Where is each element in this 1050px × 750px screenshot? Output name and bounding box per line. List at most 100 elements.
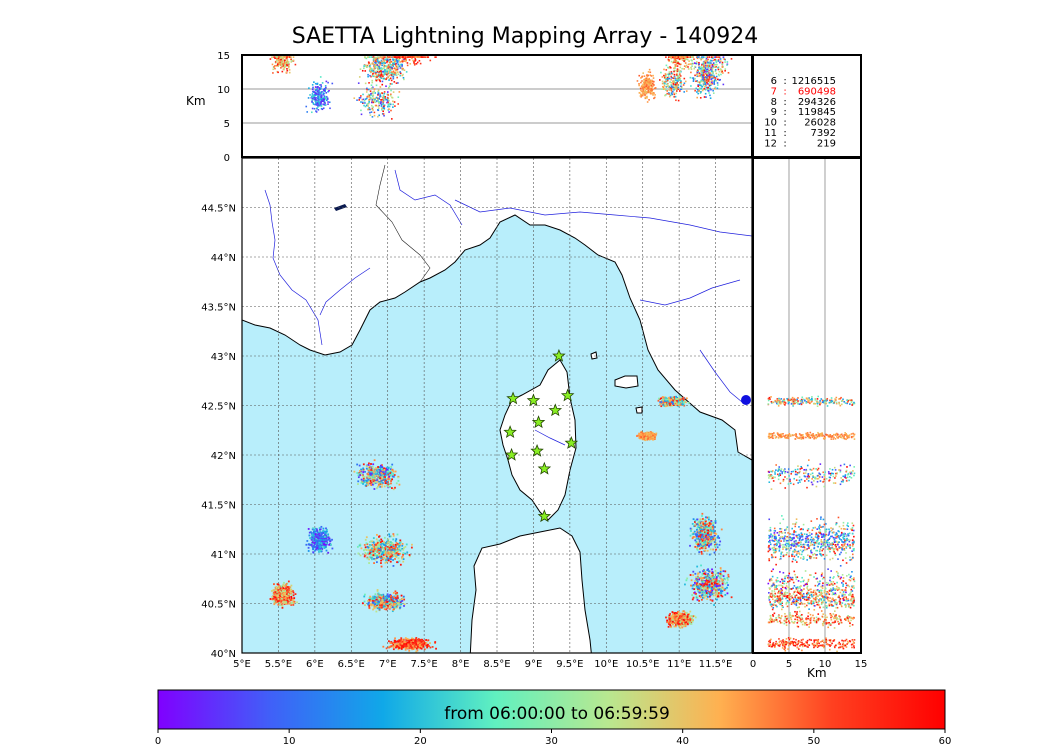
map-source-point bbox=[675, 620, 678, 622]
map-source-point bbox=[700, 594, 703, 597]
map-source-point bbox=[416, 641, 419, 644]
map-source-point bbox=[401, 638, 404, 641]
map-source-point bbox=[383, 485, 386, 488]
map-source-point bbox=[406, 551, 409, 554]
map-source-point bbox=[388, 535, 391, 538]
map-source-point bbox=[687, 613, 689, 616]
map-source-point bbox=[373, 488, 376, 490]
map-source-point bbox=[654, 436, 656, 439]
map-source-point bbox=[695, 533, 697, 536]
map-source-point bbox=[716, 585, 718, 587]
top-source-point bbox=[377, 89, 380, 92]
map-source-point bbox=[388, 645, 391, 648]
map-source-point bbox=[283, 590, 286, 593]
map-source-point bbox=[695, 596, 698, 599]
top-source-point bbox=[366, 64, 369, 67]
map-source-point bbox=[708, 526, 711, 529]
map-source-point bbox=[323, 533, 326, 536]
top-source-point bbox=[374, 92, 377, 94]
map-source-point bbox=[706, 526, 709, 529]
map-source-point bbox=[660, 397, 663, 400]
map-source-point bbox=[685, 618, 688, 621]
map-source-point bbox=[371, 474, 374, 477]
map-source-point bbox=[698, 526, 701, 529]
map-source-point bbox=[699, 518, 702, 521]
map-source-point bbox=[396, 643, 399, 646]
map-source-point bbox=[391, 600, 394, 603]
map-source-point bbox=[399, 549, 402, 552]
map-source-point bbox=[711, 591, 714, 594]
map-source-point bbox=[375, 604, 377, 607]
station-star-icon bbox=[564, 436, 579, 449]
map-source-point bbox=[386, 557, 389, 559]
map-source-point bbox=[703, 572, 706, 575]
map-source-point bbox=[683, 615, 686, 617]
top-source-point bbox=[388, 99, 390, 102]
map-source-point bbox=[652, 438, 654, 441]
map-source-point bbox=[276, 594, 279, 597]
top-source-point bbox=[372, 98, 375, 101]
map-source-point bbox=[375, 478, 378, 481]
map-source-point bbox=[685, 611, 688, 614]
map-source-point bbox=[714, 586, 717, 588]
map-source-point bbox=[386, 596, 389, 599]
map-source-point bbox=[375, 538, 378, 541]
map-source-point bbox=[727, 575, 730, 578]
map-source-point bbox=[703, 576, 705, 579]
map-source-point bbox=[323, 530, 326, 533]
top-source-point bbox=[391, 118, 393, 120]
map-source-point bbox=[704, 547, 707, 550]
map-source-point bbox=[708, 585, 711, 588]
map-source-point bbox=[716, 591, 718, 594]
map-source-point bbox=[715, 543, 718, 546]
top-source-point bbox=[370, 104, 373, 107]
map-source-point bbox=[394, 606, 397, 609]
map-source-point bbox=[403, 605, 405, 607]
map-source-point bbox=[415, 642, 417, 645]
map-source-point bbox=[373, 607, 376, 610]
map-source-point bbox=[390, 480, 392, 482]
map-source-point bbox=[368, 601, 370, 604]
map-source-point bbox=[412, 648, 415, 650]
map-source-point bbox=[705, 516, 707, 519]
map-source-point bbox=[702, 596, 704, 599]
map-source-point bbox=[315, 534, 318, 537]
map-source-point bbox=[669, 612, 672, 615]
top-source-point bbox=[369, 111, 371, 114]
map-lightning-sources bbox=[269, 395, 733, 653]
map-source-point bbox=[694, 584, 697, 587]
map-source-point bbox=[293, 600, 296, 603]
top-source-point bbox=[378, 97, 381, 100]
map-source-point bbox=[376, 595, 379, 598]
map-source-point bbox=[687, 401, 690, 404]
map-source-point bbox=[720, 594, 723, 597]
map-source-point bbox=[384, 550, 387, 553]
map-source-point bbox=[435, 647, 437, 650]
map-source-point bbox=[708, 574, 711, 577]
map-source-point bbox=[360, 479, 363, 482]
map-source-point bbox=[711, 527, 714, 530]
map-source-point bbox=[667, 396, 670, 399]
map-source-point bbox=[384, 548, 387, 551]
top-source-point bbox=[387, 105, 389, 108]
map-source-point bbox=[683, 404, 686, 407]
map-source-point bbox=[673, 396, 675, 399]
map-source-point bbox=[367, 476, 370, 479]
map-source-point bbox=[646, 432, 649, 435]
map-source-point bbox=[369, 552, 372, 555]
map-source-point bbox=[712, 586, 715, 588]
map-source-point bbox=[372, 471, 375, 474]
station-star-icon bbox=[526, 393, 541, 407]
map-source-point bbox=[275, 599, 278, 601]
map-source-point bbox=[398, 560, 401, 563]
map-source-point bbox=[706, 588, 709, 591]
map-source-point bbox=[384, 561, 387, 564]
map-source-point bbox=[698, 587, 701, 590]
map-source-point bbox=[723, 577, 726, 580]
map-source-point bbox=[705, 593, 708, 596]
top-source-point bbox=[383, 92, 386, 95]
map-source-point bbox=[706, 532, 709, 535]
map-source-point bbox=[707, 524, 710, 527]
map-source-point bbox=[711, 522, 714, 525]
map-source-point bbox=[368, 605, 371, 607]
